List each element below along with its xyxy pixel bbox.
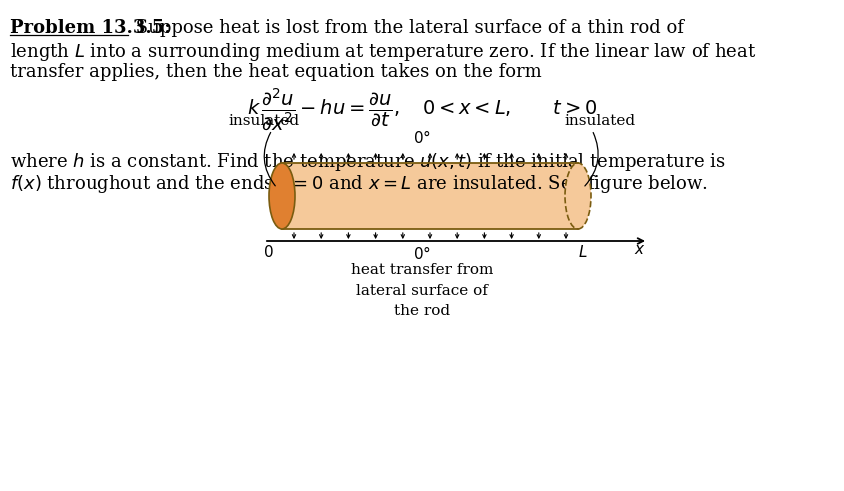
Text: insulated: insulated xyxy=(565,114,636,128)
Text: $k\,\dfrac{\partial^2 u}{\partial x^2} - hu = \dfrac{\partial u}{\partial t},\qu: $k\,\dfrac{\partial^2 u}{\partial x^2} -… xyxy=(246,86,598,132)
Text: $L$: $L$ xyxy=(578,244,587,260)
Text: Problem 13.3.5:: Problem 13.3.5: xyxy=(10,19,171,37)
Text: length $L$ into a surrounding medium at temperature zero. If the linear law of h: length $L$ into a surrounding medium at … xyxy=(10,41,756,63)
Ellipse shape xyxy=(565,163,591,229)
Text: where $h$ is a constant. Find the temperature $u(x, t)$ if the initial temperatu: where $h$ is a constant. Find the temper… xyxy=(10,151,726,173)
Text: Suppose heat is lost from the lateral surface of a thin rod of: Suppose heat is lost from the lateral su… xyxy=(130,19,684,37)
Ellipse shape xyxy=(269,163,295,229)
Text: transfer applies, then the heat equation takes on the form: transfer applies, then the heat equation… xyxy=(10,63,542,81)
Text: $0°$: $0°$ xyxy=(413,129,431,146)
Text: heat transfer from
lateral surface of
the rod: heat transfer from lateral surface of th… xyxy=(351,263,493,318)
Bar xyxy=(282,163,578,229)
Text: $f(x)$ throughout and the ends $x = 0$ and $x = L$ are insulated. See figure bel: $f(x)$ throughout and the ends $x = 0$ a… xyxy=(10,173,708,195)
Text: $0$: $0$ xyxy=(262,244,273,260)
Text: insulated: insulated xyxy=(229,114,300,128)
Text: $x$: $x$ xyxy=(634,243,646,257)
Text: $0°$: $0°$ xyxy=(413,245,431,262)
